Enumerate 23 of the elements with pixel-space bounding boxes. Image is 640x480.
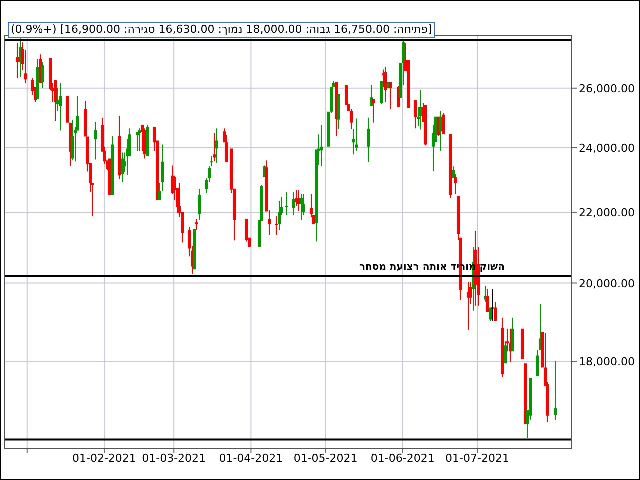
x-tick-label: 01-05-2021: [294, 452, 358, 465]
candlestick: [355, 118, 358, 151]
candlestick: [213, 133, 216, 162]
chart-title: [פתיחה: 16,750.00 גבוה: 18,000.00 נמוך: 16,630.00 סגירה: 16,900.00] (+0.9%): [8, 22, 436, 38]
candlestick: [491, 289, 494, 321]
candlestick: [16, 43, 19, 78]
y-tick-label: 26,000.00: [579, 82, 635, 96]
y-tick-label: 24,000.00: [579, 142, 635, 155]
candlestick: [554, 362, 557, 420]
candlestick: [195, 219, 198, 230]
x-tick-label: 01-04-2021: [219, 452, 284, 465]
x-tick-label: 01-03-2021: [142, 452, 206, 465]
x-tick-label: 01-07-2021: [446, 452, 510, 465]
candlestick: [210, 156, 213, 167]
candlestick: [320, 124, 323, 166]
y-tick-label: 18,000.00: [579, 356, 635, 369]
candlestick: [138, 128, 141, 151]
x-tick-label: 01-02-2021: [72, 452, 136, 465]
y-tick-label: 20,000.00: [579, 277, 635, 290]
candlestick: [285, 192, 288, 216]
x-tick-label: 01-06-2021: [370, 452, 435, 465]
y-tick-label: 22,000.00: [579, 206, 635, 220]
candlestick: [275, 216, 278, 236]
